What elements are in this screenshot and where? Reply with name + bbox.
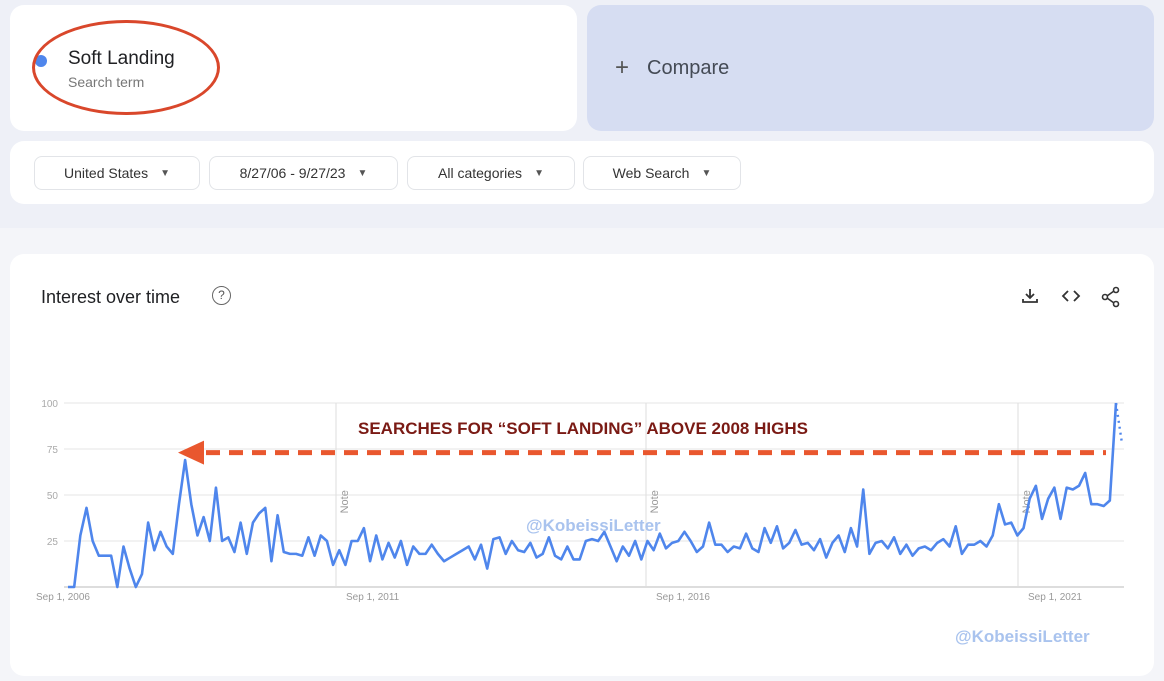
category-value: All categories bbox=[438, 165, 523, 181]
share-icon[interactable] bbox=[1100, 286, 1122, 313]
embed-code-icon[interactable] bbox=[1060, 286, 1082, 311]
interest-over-time-panel: Interest over time ? bbox=[10, 254, 1154, 676]
category-dropdown[interactable]: All categories ▼ bbox=[407, 156, 575, 190]
caret-down-icon: ▼ bbox=[534, 167, 544, 179]
x-tick-label: Sep 1, 2016 bbox=[656, 592, 710, 603]
filter-bar: United States ▼ 8/27/06 - 9/27/23 ▼ All ca… bbox=[10, 141, 1154, 204]
date-range-value: 8/27/06 - 9/27/23 bbox=[239, 165, 346, 181]
highlight-ellipse bbox=[32, 20, 220, 115]
watermark-bottom: @KobeissiLetter bbox=[955, 627, 1090, 646]
search-type-dropdown[interactable]: Web Search ▼ bbox=[583, 156, 741, 190]
plus-icon: + bbox=[615, 54, 630, 81]
note-label: Note bbox=[649, 490, 661, 513]
x-tick-label: Sep 1, 2011 bbox=[346, 592, 400, 603]
x-tick-label: Sep 1, 2021 bbox=[1028, 592, 1082, 603]
region-value: United States bbox=[64, 165, 149, 181]
caret-down-icon: ▼ bbox=[357, 167, 368, 179]
search-term-card[interactable]: Soft Landing Search term bbox=[10, 5, 577, 131]
compare-label: Compare bbox=[647, 56, 730, 79]
annotation-text: SEARCHES FOR “SOFT LANDING” ABOVE 2008 H… bbox=[358, 419, 808, 438]
panel-title: Interest over time bbox=[41, 287, 181, 307]
date-range-dropdown[interactable]: 8/27/06 - 9/27/23 ▼ bbox=[209, 156, 398, 190]
caret-down-icon: ▼ bbox=[701, 167, 712, 179]
x-tick-label: Sep 1, 2006 bbox=[36, 592, 90, 603]
y-tick-label: 100 bbox=[41, 399, 58, 410]
compare-button[interactable]: + Compare bbox=[587, 5, 1154, 131]
annotation-arrowhead bbox=[178, 440, 204, 465]
region-dropdown[interactable]: United States ▼ bbox=[34, 156, 200, 190]
watermark: @KobeissiLetter bbox=[526, 516, 661, 535]
caret-down-icon: ▼ bbox=[160, 167, 170, 179]
y-tick-label: 75 bbox=[47, 445, 59, 456]
y-tick-label: 25 bbox=[47, 537, 59, 548]
y-tick-label: 50 bbox=[47, 491, 59, 502]
search-type-value: Web Search bbox=[612, 165, 690, 181]
download-icon[interactable] bbox=[1020, 286, 1040, 311]
partial-data-line bbox=[1114, 402, 1124, 444]
help-circle-icon[interactable]: ? bbox=[212, 286, 231, 305]
note-label: Note bbox=[339, 490, 351, 513]
